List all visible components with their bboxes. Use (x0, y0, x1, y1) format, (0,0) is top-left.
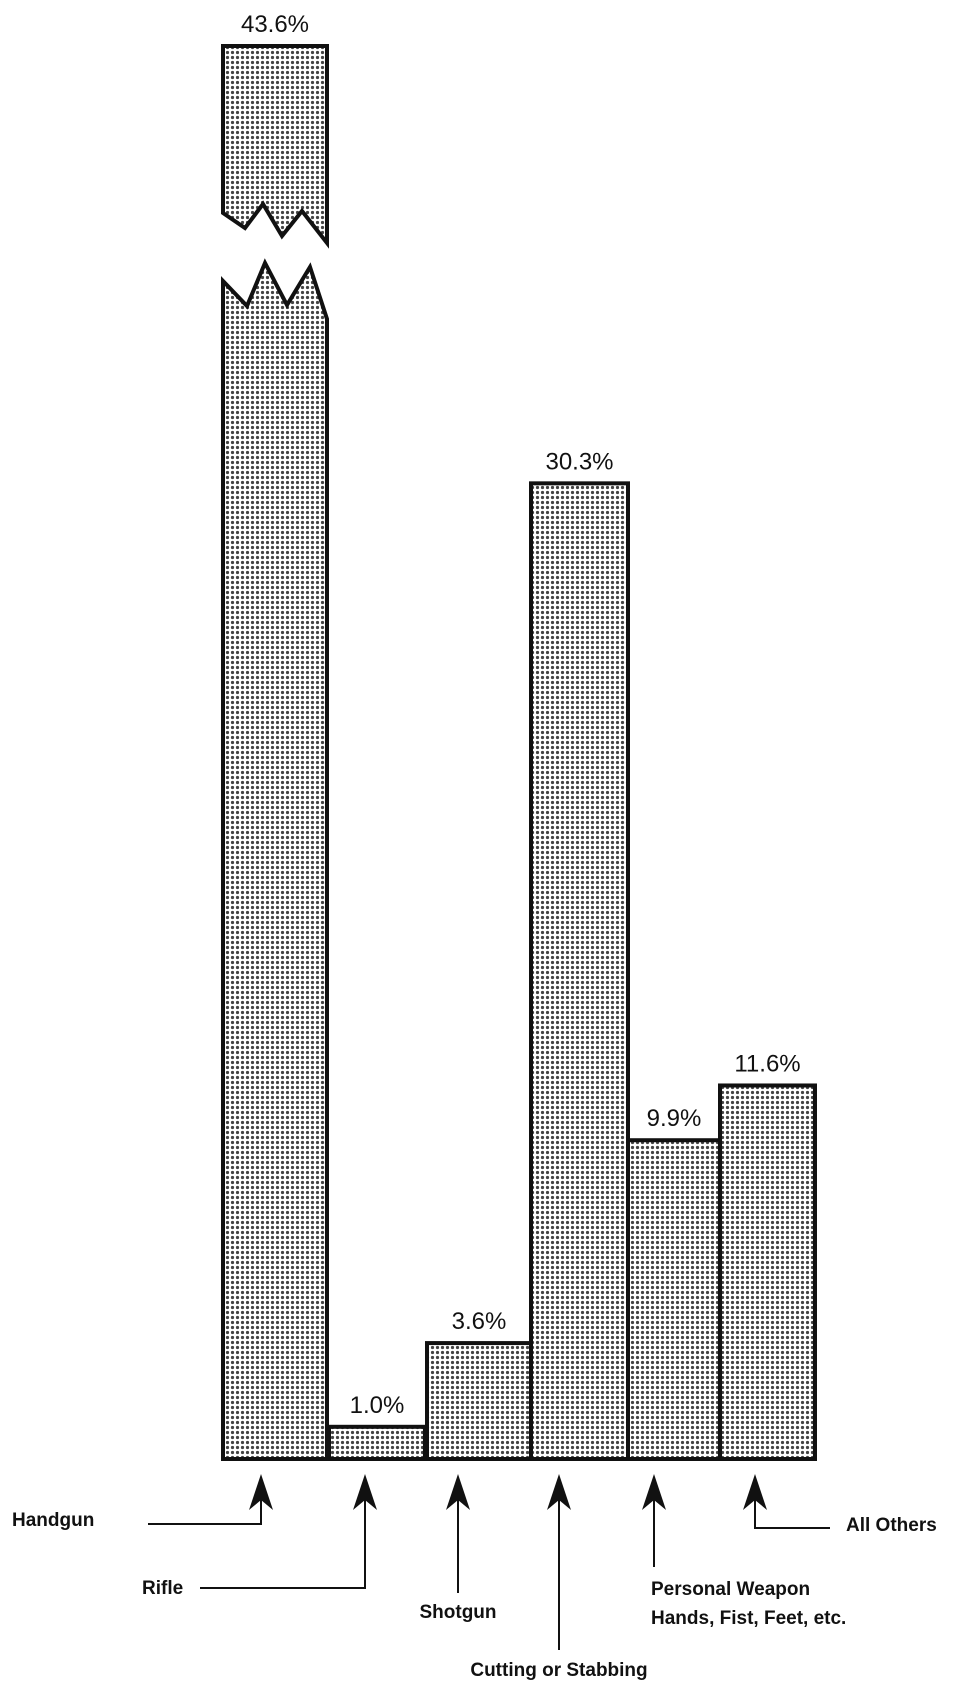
arrow-rifle-icon (353, 1474, 377, 1510)
bar-shotgun (425, 1341, 533, 1461)
leader-line-handgun (148, 1500, 262, 1525)
bar-rifle (327, 1424, 427, 1462)
arrow-shotgun-icon (446, 1474, 470, 1510)
leader-line-all-others (754, 1500, 830, 1529)
category-label-handgun: Handgun (12, 1510, 94, 1531)
pointer-cutting-or-stabbing: Cutting or Stabbing (470, 1474, 648, 1681)
bar-handgun-lower (221, 258, 329, 1461)
category-pointers-group: Handgun Rifle Shotgun Cutting or Stabbing Pe… (12, 1474, 937, 1681)
arrow-cutting-or-stabbing-icon (547, 1474, 571, 1510)
category-label-all-others: All Others (846, 1515, 937, 1536)
value-label-cutting-or-stabbing: 30.3% (545, 448, 613, 475)
category-label-shotgun: Shotgun (419, 1602, 496, 1623)
bar-handgun-upper (221, 44, 329, 249)
category-label-personal-weapon-hands-fist-feet-etc: Personal Weapon Hands, Fist, Feet, etc. (651, 1579, 846, 1629)
value-label-all-others: 11.6% (734, 1050, 800, 1077)
pointer-rifle: Rifle (142, 1474, 377, 1599)
arrow-all-others-icon (743, 1474, 767, 1510)
category-label-cutting-or-stabbing: Cutting or Stabbing (470, 1660, 647, 1681)
pointer-shotgun: Shotgun (419, 1474, 497, 1623)
value-labels-group: 43.6% 1.0% 3.6% 30.3% 9.9% 11.6% (241, 11, 801, 1419)
bar-personal-weapon-hands-fist-feet-etc (626, 1138, 722, 1461)
category-label-rifle: Rifle (142, 1578, 183, 1599)
value-label-personal-weapon-hands-fist-feet-etc: 9.9% (647, 1105, 702, 1132)
value-label-shotgun: 3.6% (452, 1308, 507, 1335)
pointer-personal-weapon-hands-fist-feet-etc: Personal Weapon Hands, Fist, Feet, etc. (642, 1474, 846, 1629)
bar-all-others (718, 1083, 817, 1461)
pointer-all-others: All Others (743, 1474, 937, 1536)
arrow-handgun-icon (249, 1474, 273, 1510)
leader-line-rifle (200, 1500, 366, 1589)
bar-cutting-or-stabbing (529, 481, 630, 1461)
bars-group (221, 44, 817, 1462)
pointer-handgun: Handgun (12, 1474, 273, 1531)
value-label-rifle: 1.0% (350, 1392, 405, 1419)
arrow-personal-weapon-hands-fist-feet-etc-icon (642, 1474, 666, 1510)
value-label-handgun: 43.6% (241, 11, 309, 38)
